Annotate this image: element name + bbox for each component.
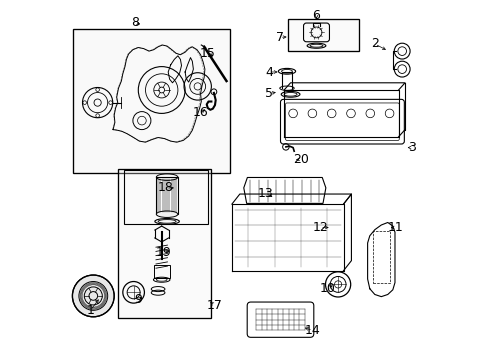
Text: 20: 20 <box>293 153 309 166</box>
Text: 15: 15 <box>200 47 215 60</box>
Text: 14: 14 <box>305 324 320 337</box>
Text: 3: 3 <box>407 141 415 154</box>
Text: 7: 7 <box>275 31 283 44</box>
Bar <box>288 19 358 51</box>
Bar <box>153 265 169 278</box>
Bar <box>118 169 211 318</box>
Text: 11: 11 <box>387 221 403 234</box>
Bar <box>288 19 358 51</box>
Text: 1: 1 <box>86 304 94 317</box>
Text: 5: 5 <box>264 87 272 100</box>
Bar <box>118 169 211 318</box>
Text: 2: 2 <box>370 37 378 50</box>
Text: 4: 4 <box>264 66 272 78</box>
Ellipse shape <box>156 211 178 217</box>
Text: 19: 19 <box>155 246 171 259</box>
Text: 10: 10 <box>319 282 335 294</box>
Text: 6: 6 <box>312 9 320 22</box>
Text: 16: 16 <box>192 106 208 119</box>
Circle shape <box>72 275 114 317</box>
Bar <box>73 29 230 173</box>
Bar <box>156 177 178 214</box>
Text: 13: 13 <box>257 187 273 200</box>
Bar <box>123 170 207 224</box>
Text: 8: 8 <box>130 16 139 29</box>
Text: 9: 9 <box>134 293 142 306</box>
Bar <box>73 29 230 173</box>
Text: 12: 12 <box>311 221 327 234</box>
Text: 18: 18 <box>158 181 174 194</box>
Text: 17: 17 <box>206 299 223 312</box>
